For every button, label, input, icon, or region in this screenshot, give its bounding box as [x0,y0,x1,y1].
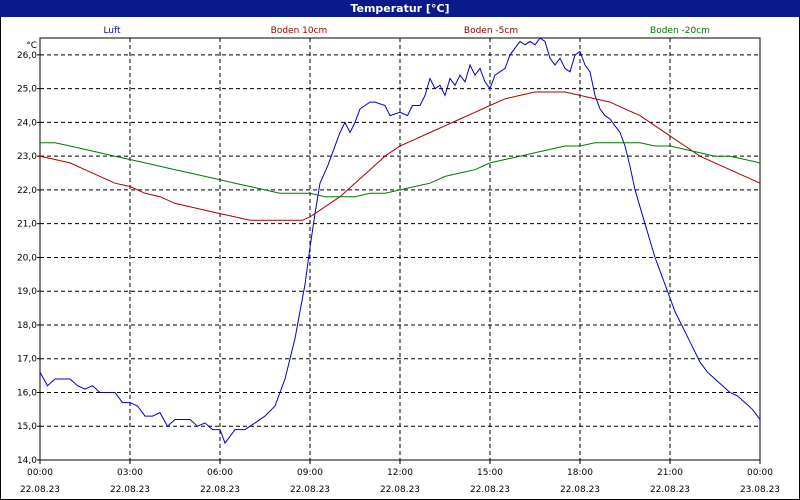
x-tick-time: 00:00 [27,468,53,478]
series-line-boden-20cm [40,142,761,198]
x-tick-date: 22.08.23 [200,485,240,495]
y-axis-label: °C [26,41,37,51]
series-line-luft [39,37,761,445]
y-tick-label: 24,0 [17,118,37,128]
x-tick-date: 23.08.23 [740,485,780,495]
legend-entry: Luft [103,26,121,36]
x-tick-date: 22.08.23 [380,485,420,495]
y-tick-label: 22,0 [17,186,37,196]
x-tick-time: 15:00 [477,468,503,478]
y-tick-label: 19,0 [17,287,37,297]
x-tick-time: 06:00 [207,468,233,478]
y-tick-label: 14,0 [17,456,37,466]
x-tick-time: 12:00 [387,468,413,478]
x-tick-time: 03:00 [117,468,143,478]
x-tick-time: 00:00 [747,468,773,478]
x-tick-date: 22.08.23 [290,485,330,495]
y-tick-label: 17,0 [17,355,37,365]
x-tick-date: 22.08.23 [560,485,600,495]
legend-entry: Boden -20cm [650,26,710,36]
y-tick-label: 23,0 [17,152,37,162]
series-line-boden-10cm [39,91,761,221]
y-tick-label: 18,0 [17,321,37,331]
x-tick-date: 22.08.23 [650,485,690,495]
y-tick-label: 21,0 [17,220,37,230]
legend-entry: Boden 10cm [271,26,328,36]
x-tick-time: 21:00 [657,468,683,478]
y-tick-label: 16,0 [17,388,37,398]
x-tick-date: 22.08.23 [110,485,150,495]
chart-title: Temperatur [°C] [0,0,800,17]
y-tick-label: 26,0 [17,51,37,61]
y-tick-label: 20,0 [17,253,37,263]
x-tick-time: 18:00 [567,468,593,478]
legend-entry: Boden -5cm [464,26,518,36]
x-tick-date: 22.08.23 [20,485,60,495]
y-tick-label: 15,0 [17,422,37,432]
x-tick-date: 22.08.23 [470,485,510,495]
y-tick-label: 25,0 [17,85,37,95]
x-tick-time: 09:00 [297,468,323,478]
